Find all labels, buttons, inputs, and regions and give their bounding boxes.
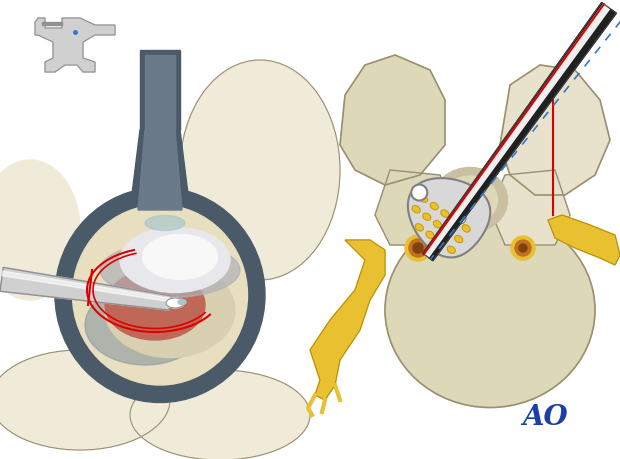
Text: AO: AO (522, 404, 568, 431)
Ellipse shape (454, 235, 463, 243)
Ellipse shape (412, 206, 420, 213)
Polygon shape (35, 18, 115, 72)
Circle shape (411, 185, 427, 201)
Polygon shape (490, 170, 570, 245)
Ellipse shape (519, 244, 527, 252)
Ellipse shape (55, 187, 265, 403)
Ellipse shape (433, 220, 441, 228)
Polygon shape (310, 240, 385, 400)
Ellipse shape (73, 205, 247, 385)
Polygon shape (2, 271, 171, 302)
Ellipse shape (515, 240, 531, 256)
Ellipse shape (120, 228, 230, 292)
Ellipse shape (511, 236, 535, 260)
Polygon shape (340, 55, 445, 185)
Ellipse shape (462, 225, 470, 232)
Ellipse shape (443, 176, 497, 224)
Ellipse shape (433, 168, 508, 233)
Polygon shape (145, 55, 175, 130)
Polygon shape (138, 130, 182, 210)
Polygon shape (500, 65, 610, 195)
Ellipse shape (385, 213, 595, 408)
Polygon shape (140, 50, 180, 130)
Ellipse shape (0, 350, 170, 450)
Ellipse shape (143, 235, 218, 280)
Ellipse shape (409, 239, 427, 257)
Ellipse shape (178, 300, 186, 304)
Ellipse shape (145, 215, 185, 230)
Ellipse shape (413, 243, 423, 253)
Polygon shape (423, 3, 616, 261)
Ellipse shape (405, 235, 431, 261)
Ellipse shape (454, 212, 466, 224)
Ellipse shape (444, 228, 452, 235)
Ellipse shape (430, 202, 438, 210)
Ellipse shape (451, 218, 459, 224)
Ellipse shape (426, 231, 434, 239)
Polygon shape (130, 130, 190, 210)
Polygon shape (548, 215, 620, 265)
Ellipse shape (436, 239, 445, 246)
Ellipse shape (105, 270, 205, 340)
Polygon shape (408, 178, 490, 257)
Ellipse shape (447, 246, 455, 253)
Ellipse shape (420, 195, 428, 202)
Ellipse shape (0, 160, 80, 300)
Ellipse shape (415, 224, 423, 231)
Ellipse shape (180, 60, 340, 280)
Polygon shape (424, 4, 610, 257)
Polygon shape (42, 22, 62, 25)
Polygon shape (0, 268, 171, 310)
Ellipse shape (100, 242, 240, 297)
Ellipse shape (441, 210, 449, 217)
Ellipse shape (166, 298, 184, 308)
Ellipse shape (105, 263, 235, 358)
Ellipse shape (423, 213, 431, 220)
Polygon shape (375, 170, 455, 245)
Ellipse shape (130, 370, 310, 459)
Ellipse shape (85, 285, 205, 365)
